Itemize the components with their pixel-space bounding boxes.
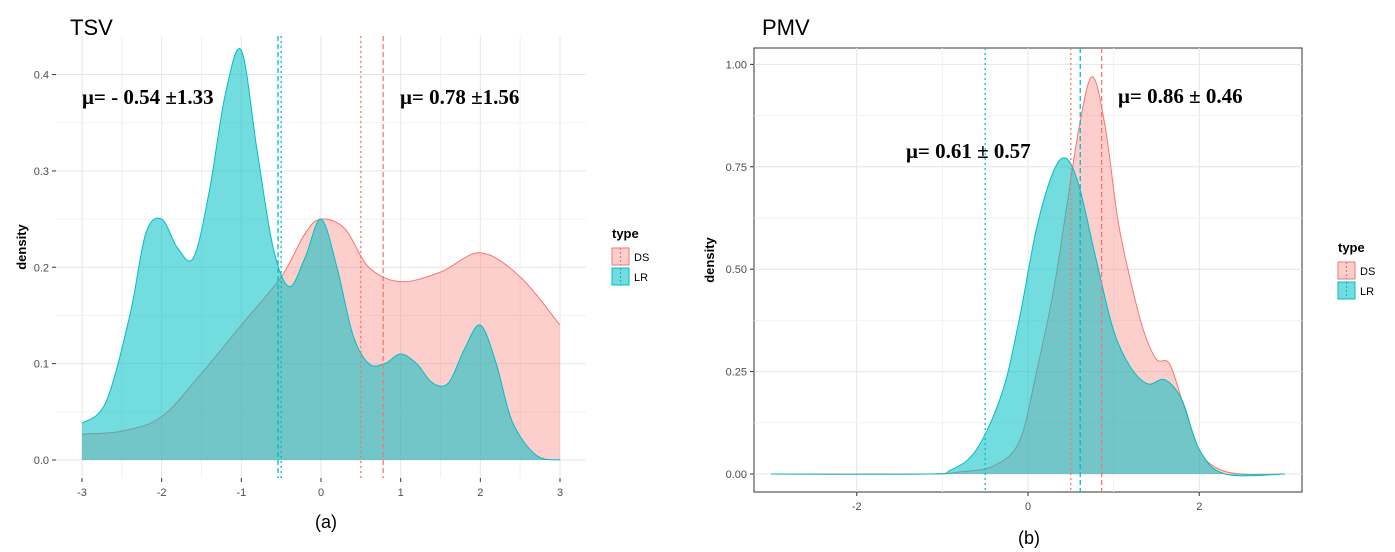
- x-tick-label: 3: [557, 487, 563, 499]
- mean-annotation: μ= 0.86 ± 0.46: [1118, 84, 1243, 108]
- x-tick-label: 2: [1196, 501, 1202, 513]
- x-tick-label: 0: [318, 487, 324, 499]
- x-tick-label: -2: [157, 487, 167, 499]
- x-tick-label: 1: [398, 487, 404, 499]
- x-tick-label: -3: [77, 487, 87, 499]
- chart-a: -3 -2 -1 0 1 2 3 0.0 0.1 0.2 0.3 0.4 density μ= - 0.5…: [14, 36, 649, 499]
- y-tick-label: 0.75: [726, 162, 747, 174]
- chart-b-title: PMV: [762, 15, 810, 40]
- legend-title: type: [612, 226, 639, 241]
- y-tick-label: 0.2: [34, 262, 49, 274]
- y-tick-label: 0.50: [726, 264, 747, 276]
- y-tick-label: 0.4: [34, 70, 49, 82]
- x-tick-label: 0: [1025, 501, 1031, 513]
- density-area-lr: [771, 157, 1285, 476]
- legend-label-ds: DS: [634, 252, 649, 264]
- y-tick-label: 0.0: [34, 455, 49, 467]
- chart-b: -2 0 2 0.00 0.25 0.50 0.75 1.00 density μ= 0.61 ±…: [702, 47, 1375, 513]
- y-tick-label: 0.00: [726, 469, 747, 481]
- y-axis-label: density: [14, 223, 29, 269]
- mean-annotation: μ= - 0.54 ±1.33: [82, 85, 214, 109]
- chart-a-caption: (a): [315, 512, 337, 532]
- density-line-lr: [81, 48, 561, 461]
- y-tick-label: 1.00: [726, 59, 747, 71]
- legend: type DS LR: [611, 226, 649, 286]
- x-tick-label: -2: [852, 501, 862, 513]
- mean-annotation: μ= 0.61 ± 0.57: [906, 139, 1031, 163]
- y-axis-label: density: [702, 236, 717, 282]
- legend-label-lr: LR: [634, 272, 648, 284]
- chart-b-caption: (b): [1018, 528, 1040, 548]
- density-area-ds: [771, 76, 1285, 475]
- legend-title: type: [1338, 240, 1365, 255]
- y-tick-label: 0.1: [34, 359, 49, 371]
- density-line-lr: [771, 157, 1285, 477]
- x-tick-label: -1: [236, 487, 246, 499]
- density-area-lr: [82, 48, 560, 461]
- mean-annotation: μ= 0.78 ±1.56: [400, 85, 519, 109]
- y-tick-label: 0.3: [34, 166, 49, 178]
- x-tick-label: 2: [477, 487, 483, 499]
- legend-label-ds: DS: [1360, 266, 1375, 278]
- legend-label-lr: LR: [1360, 286, 1374, 298]
- legend: type DS LR: [1337, 240, 1375, 300]
- chart-a-title: TSV: [70, 15, 113, 40]
- y-tick-label: 0.25: [726, 367, 747, 379]
